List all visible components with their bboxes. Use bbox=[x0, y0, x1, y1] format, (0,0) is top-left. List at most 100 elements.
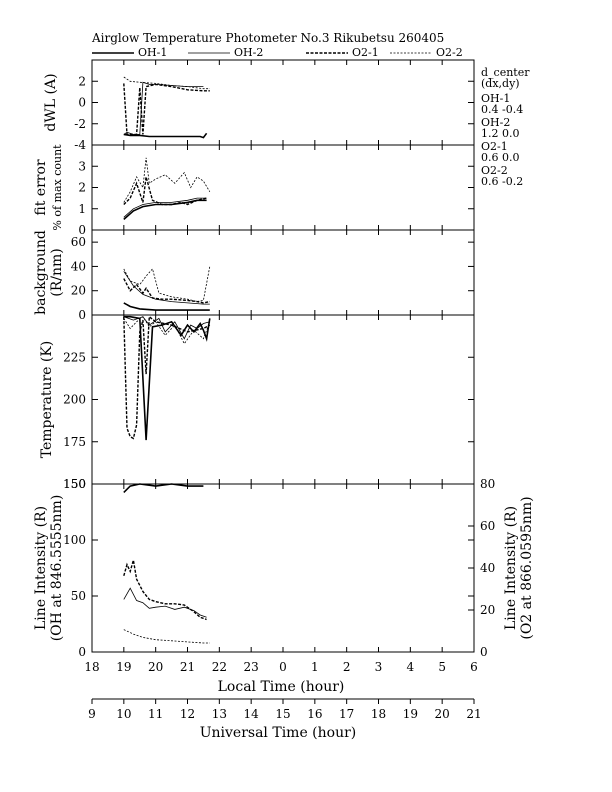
y-tick-label: 150 bbox=[63, 477, 86, 491]
y-tick-label: 3 bbox=[78, 159, 86, 173]
y-axis-label: background bbox=[33, 230, 49, 315]
local-tick-label: 5 bbox=[438, 660, 446, 674]
y-tick-label: 2 bbox=[78, 181, 86, 195]
ut-tick-label: 10 bbox=[116, 707, 131, 721]
y-axis-label: (R/nm) bbox=[49, 248, 65, 296]
y-right-tick-label: 60 bbox=[480, 519, 495, 533]
panel-frame bbox=[91, 314, 475, 485]
series-line-oh-1 bbox=[123, 302, 210, 311]
y-right-axis-label: (O2 at 866.0595nm) bbox=[519, 496, 535, 639]
local-time-axis: 18 19 20 21 22 23 0 1 2 3 4 5 6 bbox=[84, 660, 477, 674]
legend-label: OH-1 bbox=[138, 46, 167, 59]
y-right-tick-label: 40 bbox=[480, 561, 495, 575]
y-tick-label: 200 bbox=[63, 393, 86, 407]
legend-label: OH-2 bbox=[234, 46, 263, 59]
local-tick-label: 6 bbox=[470, 660, 478, 674]
side-entry-name: O2-2 bbox=[481, 164, 508, 177]
series-line-o2-1 bbox=[123, 176, 207, 206]
side-entry-values: 0.6 -0.2 bbox=[481, 175, 523, 188]
local-tick-label: 20 bbox=[148, 660, 163, 674]
ut-tick-label: 16 bbox=[307, 707, 322, 721]
y-tick-label: 0 bbox=[78, 223, 86, 237]
local-tick-label: 18 bbox=[84, 660, 99, 674]
y-right-tick-label: 0 bbox=[480, 645, 488, 659]
series-line-oh-2 bbox=[123, 587, 207, 618]
y-tick-label: 2 bbox=[78, 74, 86, 88]
local-tick-label: 22 bbox=[212, 660, 227, 674]
ut-tick-label: 12 bbox=[180, 707, 195, 721]
ut-tick-label: 17 bbox=[339, 707, 354, 721]
panel-temperature: 150 175 200 225 Temperature (K) bbox=[39, 314, 475, 491]
local-tick-label: 0 bbox=[279, 660, 287, 674]
series-line-oh-2 bbox=[123, 271, 210, 305]
legend-label: O2-2 bbox=[436, 46, 463, 59]
y-axis-label: dWL (A) bbox=[43, 73, 59, 131]
panel-frame bbox=[91, 483, 475, 653]
ut-tick-label: 9 bbox=[88, 707, 96, 721]
y-tick-label: 0 bbox=[78, 308, 86, 322]
y-axis-label: Temperature (K) bbox=[39, 341, 55, 459]
panel-frame bbox=[91, 59, 475, 146]
y-right-tick-label: 20 bbox=[480, 603, 495, 617]
y-tick-label: 40 bbox=[71, 259, 86, 273]
series-line-oh-2 bbox=[123, 197, 207, 218]
local-tick-label: 23 bbox=[244, 660, 259, 674]
local-tick-label: 2 bbox=[343, 660, 351, 674]
side-entry-name: O2-1 bbox=[481, 140, 508, 153]
series-line-o2-1 bbox=[123, 560, 207, 621]
y-tick-label: 100 bbox=[63, 533, 86, 547]
local-tick-label: 3 bbox=[375, 660, 383, 674]
series-line-o2-1 bbox=[123, 278, 210, 304]
series-line-o2-2 bbox=[123, 76, 210, 90]
y-tick-label: 0 bbox=[78, 645, 86, 659]
series-line-oh-1 bbox=[123, 199, 207, 220]
ut-tick-label: 13 bbox=[212, 707, 227, 721]
y-tick-label: 175 bbox=[63, 435, 86, 449]
y-axis-label: (OH at 846.5555nm) bbox=[49, 495, 65, 642]
legend: OH-1 OH-2 O2-1 O2-2 bbox=[92, 46, 463, 59]
series-line-o2-2 bbox=[123, 629, 210, 644]
local-time-label: Local Time (hour) bbox=[218, 679, 345, 695]
ut-tick-label: 15 bbox=[275, 707, 290, 721]
local-tick-label: 4 bbox=[407, 660, 415, 674]
chart-title: Airglow Temperature Photometer No.3 Riku… bbox=[91, 31, 444, 45]
y-tick-label: 225 bbox=[63, 350, 86, 364]
side-entry-name: OH-1 bbox=[481, 92, 510, 105]
y-tick-label: 50 bbox=[71, 589, 86, 603]
y-tick-label: 60 bbox=[71, 235, 86, 249]
series-line-o2-1 bbox=[123, 315, 211, 440]
universal-time-label: Universal Time (hour) bbox=[200, 725, 357, 741]
series-line-o2-2 bbox=[123, 157, 211, 203]
y-axis-label: % of max count bbox=[51, 144, 64, 231]
side-heading: d_center bbox=[481, 66, 530, 79]
local-tick-label: 19 bbox=[116, 660, 131, 674]
panel-dwl: -4 -2 0 2 dWL (A) bbox=[43, 59, 475, 152]
y-tick-label: 20 bbox=[71, 284, 86, 298]
side-heading-sub: (dx,dy) bbox=[481, 77, 520, 90]
side-entry-values: 1.2 0.0 bbox=[481, 127, 519, 140]
local-tick-label: 21 bbox=[180, 660, 195, 674]
series-line-oh-1 bbox=[123, 483, 204, 493]
y-tick-label: 1 bbox=[78, 202, 86, 216]
universal-time-axis: 9 10 11 12 13 14 15 16 17 18 19 20 21 bbox=[88, 698, 482, 721]
side-entry-name: OH-2 bbox=[481, 116, 510, 129]
panel-background: 0 20 40 60 background (R/nm) bbox=[33, 229, 475, 322]
ut-tick-label: 20 bbox=[435, 707, 450, 721]
legend-label: O2-1 bbox=[352, 46, 379, 59]
panel-fit-error: 0 1 2 3 fit error% of max count bbox=[33, 144, 475, 237]
side-entry-values: 0.4 -0.4 bbox=[481, 103, 523, 116]
ut-tick-label: 19 bbox=[403, 707, 418, 721]
side-info: d_center(dx,dy)OH-10.4 -0.4OH-21.2 0.0O2… bbox=[481, 66, 530, 188]
y-tick-label: 150 bbox=[63, 477, 86, 491]
y-tick-label: -4 bbox=[74, 138, 86, 152]
y-axis-label: Line Intensity (R) bbox=[33, 506, 49, 630]
ut-tick-label: 21 bbox=[466, 707, 481, 721]
series-line-oh-2 bbox=[123, 316, 210, 340]
y-right-axis-label: Line Intensity (R) bbox=[503, 506, 519, 630]
side-entry-values: 0.6 0.0 bbox=[481, 151, 519, 164]
y-axis-label: fit error bbox=[33, 159, 49, 216]
ut-tick-label: 14 bbox=[244, 707, 260, 721]
panels: -4 -2 0 2 dWL (A) 0 1 2 3 fit error% of max count… bbox=[33, 59, 535, 659]
